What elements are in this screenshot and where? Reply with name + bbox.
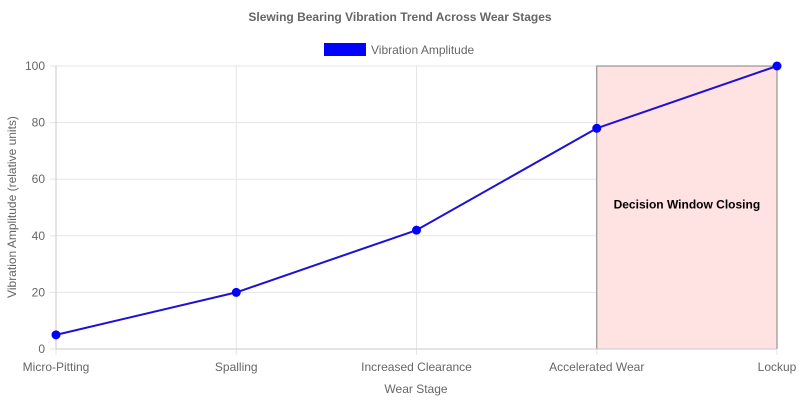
series-layer <box>51 61 782 340</box>
x-tick-label: Increased Clearance <box>361 360 472 374</box>
data-point <box>412 225 421 235</box>
legend[interactable]: Vibration Amplitude <box>324 43 475 57</box>
legend-label: Vibration Amplitude <box>371 43 475 57</box>
axes: 0 20 40 60 80 100 Micro-Pitting Spalling Increas… <box>23 59 797 374</box>
x-axis-title: Wear Stage <box>384 382 447 396</box>
y-tick-label: 100 <box>25 59 45 73</box>
annotation-layer: Decision Window Closing <box>596 65 778 350</box>
x-tick-label: Lockup <box>758 360 797 374</box>
y-axis-title: Vibration Amplitude (relative units) <box>5 116 19 298</box>
x-tick-label: Accelerated Wear <box>549 360 644 374</box>
decision-window-label: Decision Window Closing <box>614 198 761 212</box>
data-point <box>772 61 782 71</box>
decision-window-box <box>596 65 778 350</box>
x-tick-label: Spalling <box>215 360 258 374</box>
y-tick-label: 20 <box>32 285 46 299</box>
legend-swatch <box>324 43 366 56</box>
data-point <box>592 123 602 133</box>
y-tick-label: 80 <box>32 116 46 130</box>
y-tick-label: 0 <box>38 342 45 356</box>
chart-title: Slewing Bearing Vibration Trend Across W… <box>248 10 552 24</box>
data-point <box>231 287 241 297</box>
x-tick-label: Micro-Pitting <box>23 360 90 374</box>
y-tick-label: 40 <box>32 229 46 243</box>
data-point <box>51 330 61 340</box>
y-tick-label: 60 <box>32 172 46 186</box>
